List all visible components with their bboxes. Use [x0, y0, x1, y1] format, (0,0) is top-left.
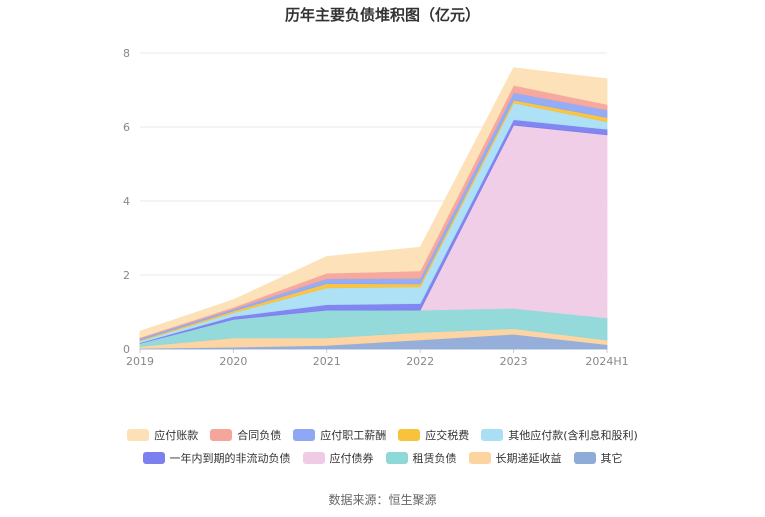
- chart-title: 历年主要负债堆积图（亿元）: [284, 6, 480, 24]
- legend-swatch: [302, 452, 325, 464]
- legend-item[interactable]: 其它: [573, 450, 623, 466]
- y-tick-label: 0: [123, 343, 130, 356]
- legend-item[interactable]: 应付账款: [127, 427, 198, 443]
- legend-label: 租赁负债: [412, 452, 457, 465]
- y-tick-label: 6: [123, 121, 130, 134]
- legend-swatch: [210, 429, 233, 441]
- legend-item[interactable]: 其他应付款(含利息和股利): [481, 427, 638, 443]
- source-note: 数据来源：恒生聚源: [328, 493, 437, 507]
- y-tick-label: 2: [123, 269, 130, 282]
- legend-item[interactable]: 长期递延收益: [468, 450, 562, 466]
- x-tick-label: 2023: [500, 355, 528, 368]
- legend-label: 其它: [600, 452, 623, 465]
- legend-swatch: [142, 452, 165, 464]
- legend-item[interactable]: 应付职工薪酬: [293, 427, 386, 443]
- legend-swatch: [481, 429, 504, 441]
- legend-swatch: [127, 429, 150, 441]
- legend-item[interactable]: 一年内到期的非流动负债: [142, 450, 291, 466]
- legend-label: 一年内到期的非流动负债: [169, 452, 291, 465]
- legend-swatch: [293, 429, 316, 441]
- legend-row-2: 一年内到期的非流动负债 应付债券 租赁负债 长期递延收益 其它: [0, 450, 765, 466]
- legend-item[interactable]: 应付债券: [302, 450, 374, 466]
- x-tick-label: 2020: [219, 355, 247, 368]
- y-tick-label: 4: [123, 195, 130, 208]
- x-tick-label: 2021: [313, 355, 341, 368]
- legend-label: 长期递延收益: [495, 452, 562, 465]
- legend-label: 其他应付款(含利息和股利): [508, 429, 638, 442]
- legend-item[interactable]: 合同负债: [210, 427, 281, 443]
- y-tick-label: 8: [123, 47, 130, 60]
- legend-item[interactable]: 租赁负债: [385, 450, 457, 466]
- legend-label: 应付债券: [329, 452, 374, 465]
- legend-row-1: 应付账款 合同负债 应付职工薪酬 应交税费 其他应付款(含利息和股利): [0, 427, 765, 443]
- x-tick-label: 2019: [126, 355, 154, 368]
- legend-swatch: [385, 452, 408, 464]
- stacked-area-chart: 0 2 4 6 8 2019 2020 2021 2022 2023 2024H1: [123, 47, 629, 368]
- legend-item[interactable]: 应交税费: [398, 427, 469, 443]
- x-tick-label: 2022: [406, 355, 434, 368]
- area-series: [139, 67, 608, 339]
- legend-label: 应交税费: [425, 429, 470, 442]
- legend-swatch: [468, 452, 491, 464]
- legend-label: 合同负债: [237, 429, 282, 442]
- legend-swatch: [398, 429, 421, 441]
- legend-label: 应付账款: [154, 429, 199, 442]
- legend-swatch: [573, 452, 596, 464]
- x-tick-label: 2024H1: [585, 355, 628, 368]
- legend-label: 应付职工薪酬: [320, 429, 387, 442]
